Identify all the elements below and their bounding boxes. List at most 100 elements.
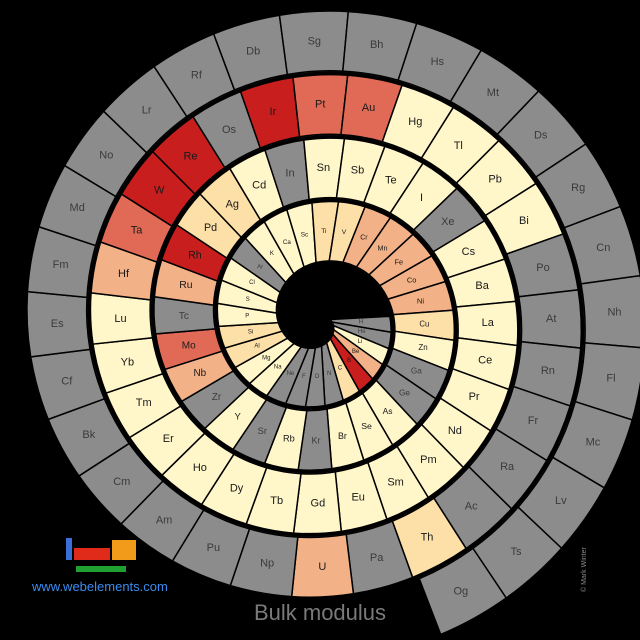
element-symbol: Rb [283, 434, 295, 444]
element-symbol: Cs [462, 246, 476, 258]
element-symbol: Se [361, 421, 372, 431]
element-symbol: Na [274, 365, 282, 371]
element-symbol: Pt [315, 99, 325, 111]
element-symbol: Bk [82, 429, 95, 441]
element-symbol: La [482, 317, 495, 329]
element-cell-no: No [63, 110, 148, 198]
element-symbol: In [285, 167, 294, 179]
element-symbol: U [318, 561, 326, 573]
element-symbol: I [420, 192, 423, 204]
element-symbol: Mc [586, 436, 601, 448]
element-cell-cn: Cn [563, 205, 640, 285]
element-symbol: Ca [283, 239, 292, 246]
element-symbol: Pm [420, 454, 437, 466]
element-cell-og: Og [418, 547, 508, 636]
website-link[interactable]: www.webelements.com [32, 579, 168, 594]
element-cell-fill [580, 274, 640, 349]
element-cell-lu: Lu [89, 292, 154, 345]
element-symbol: Tl [454, 140, 463, 152]
element-symbol: Hf [118, 268, 130, 280]
element-symbol: Pa [370, 552, 384, 564]
element-symbol: Lv [555, 495, 567, 507]
element-symbol: Sb [351, 164, 364, 176]
element-symbol: Zn [418, 343, 427, 352]
element-symbol: Db [246, 46, 260, 58]
element-symbol: Cl [249, 280, 255, 286]
element-symbol: Fl [606, 372, 615, 384]
author-credit: © Mark Winter [581, 547, 588, 592]
element-symbol: O [315, 374, 320, 380]
element-symbol: Ag [226, 198, 239, 210]
element-symbol: Mn [378, 243, 388, 252]
element-symbol: Cd [252, 180, 266, 192]
element-symbol: Ta [131, 225, 144, 237]
element-symbol: Rg [571, 182, 585, 194]
element-symbol: As [383, 406, 393, 416]
element-symbol: P [245, 313, 249, 319]
element-symbol: Eu [351, 491, 364, 503]
element-symbol: Cf [61, 376, 73, 388]
element-symbol: Si [248, 329, 253, 335]
element-cell-yb: Yb [92, 336, 164, 395]
element-symbol: H [359, 319, 363, 325]
element-cell-pa: Pa [345, 520, 414, 595]
element-symbol: Np [260, 558, 274, 570]
logo-block-s [66, 538, 72, 560]
element-cell-u: U [290, 533, 355, 598]
element-symbol: Pr [469, 391, 480, 403]
element-symbol: Te [385, 174, 397, 186]
element-symbol: No [99, 150, 113, 162]
element-symbol: Cu [419, 320, 429, 329]
element-symbol: Rf [191, 69, 203, 81]
element-cell-lv: Lv [517, 456, 606, 550]
element-symbol: Xe [441, 216, 454, 228]
logo-block-p [112, 540, 136, 560]
element-symbol: At [546, 313, 556, 325]
chart-title: Bulk modulus [253, 600, 387, 625]
element-symbol: Au [362, 102, 375, 114]
element-symbol: Nd [448, 425, 462, 437]
element-symbol: Li [358, 339, 363, 345]
element-symbol: Mo [182, 341, 196, 352]
element-symbol: V [342, 229, 347, 236]
element-symbol: Kr [312, 435, 321, 445]
element-symbol: Ti [321, 228, 327, 235]
element-symbol: B [347, 358, 351, 364]
element-symbol: Al [254, 344, 259, 350]
element-symbol: F [302, 374, 306, 380]
element-symbol: Ts [511, 546, 523, 558]
element-symbol: Ds [534, 129, 548, 141]
element-symbol: Fm [53, 259, 69, 271]
element-symbol: Nh [607, 306, 621, 318]
element-symbol: Ir [270, 106, 277, 118]
element-symbol: Am [156, 514, 173, 526]
element-symbol: Ni [417, 297, 425, 306]
element-symbol: Tm [136, 397, 152, 409]
element-cell-rg: Rg [534, 142, 622, 229]
element-symbol: Er [163, 433, 174, 445]
element-symbol: Md [70, 202, 85, 214]
element-symbol: Po [536, 262, 549, 274]
element-symbol: Og [453, 586, 468, 598]
element-symbol: He [358, 329, 366, 335]
element-symbol: Dy [230, 483, 244, 495]
element-symbol: Sn [317, 162, 330, 174]
element-cell-sg: Sg [278, 10, 350, 76]
element-symbol: Cn [596, 242, 610, 254]
element-symbol: Cm [113, 476, 130, 488]
element-symbol: Mt [487, 87, 499, 99]
element-symbol: Tc [179, 311, 189, 322]
element-symbol: Sg [308, 35, 321, 47]
element-symbol: Es [51, 318, 64, 330]
element-symbol: Ho [193, 462, 207, 474]
element-symbol: Fr [528, 415, 539, 427]
logo-block-f [76, 566, 126, 572]
element-symbol: N [327, 371, 331, 377]
element-symbol: Gd [311, 498, 326, 510]
element-symbol: Fe [395, 258, 404, 267]
element-symbol: Pu [207, 542, 220, 554]
element-symbol: S [246, 297, 250, 303]
element-cell-hg: Hg [381, 84, 455, 160]
